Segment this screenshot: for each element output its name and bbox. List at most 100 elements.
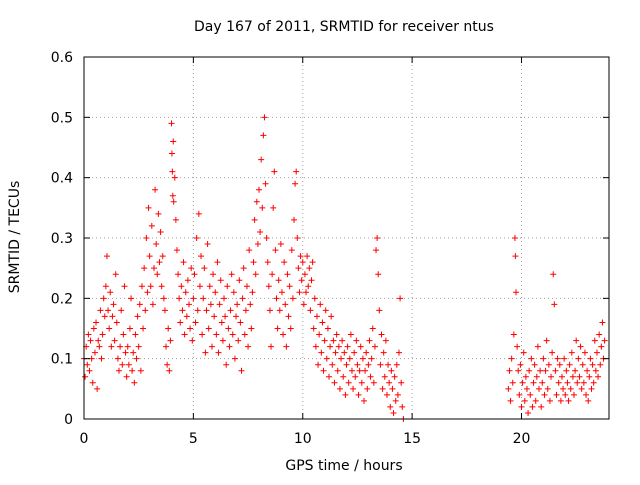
data-point	[359, 355, 366, 362]
data-point	[167, 337, 174, 344]
data-point	[317, 301, 324, 308]
data-point	[161, 307, 168, 314]
data-point	[95, 337, 102, 344]
data-point	[181, 331, 188, 338]
data-point	[227, 307, 234, 314]
data-point	[205, 325, 212, 332]
data-point	[169, 168, 176, 175]
data-point	[340, 373, 347, 380]
x-tick-label: 15	[403, 431, 421, 447]
data-point	[193, 235, 200, 241]
y-tick-label: 0.2	[51, 291, 73, 307]
data-point	[226, 343, 233, 350]
data-point	[347, 331, 354, 338]
data-point	[151, 265, 157, 272]
data-point	[140, 325, 147, 332]
data-point	[529, 403, 536, 410]
data-point	[323, 355, 330, 362]
data-point	[135, 343, 142, 350]
data-point	[259, 204, 266, 211]
data-point	[102, 283, 109, 290]
data-point	[173, 247, 180, 254]
data-point	[382, 337, 389, 344]
data-point	[183, 313, 190, 320]
data-point	[218, 319, 225, 326]
data-point	[97, 307, 104, 314]
data-point	[221, 295, 227, 302]
data-point	[154, 271, 161, 278]
data-point	[250, 259, 257, 266]
data-point	[157, 228, 164, 235]
data-point	[575, 355, 582, 362]
data-point	[554, 355, 561, 362]
data-point	[333, 331, 340, 338]
data-point	[224, 283, 231, 290]
data-point	[116, 367, 122, 374]
data-point	[280, 331, 287, 338]
data-point	[211, 313, 218, 320]
data-point	[597, 361, 604, 368]
data-point	[311, 295, 318, 302]
data-point	[362, 367, 369, 374]
data-point	[558, 373, 565, 380]
data-point	[200, 295, 207, 302]
data-point	[523, 385, 530, 392]
data-point	[355, 391, 362, 398]
data-point	[590, 379, 597, 386]
data-point	[145, 204, 152, 211]
data-point	[252, 271, 259, 278]
data-point	[125, 361, 132, 368]
data-point	[310, 325, 317, 332]
data-point	[191, 271, 198, 278]
data-point	[322, 307, 329, 314]
data-point	[354, 361, 361, 368]
data-point	[182, 289, 189, 296]
data-point	[89, 379, 96, 386]
data-point	[247, 301, 254, 308]
data-point	[294, 235, 301, 241]
data-point	[108, 343, 115, 350]
data-point	[270, 204, 277, 211]
data-point	[344, 343, 351, 350]
data-point	[215, 349, 222, 356]
data-point	[519, 379, 526, 386]
data-point	[357, 343, 364, 350]
data-point	[284, 271, 291, 278]
data-point	[583, 391, 590, 398]
data-point	[268, 343, 275, 350]
y-tick-label: 0.4	[51, 171, 73, 187]
data-point	[308, 277, 315, 284]
data-point	[593, 349, 600, 356]
data-point	[155, 210, 162, 217]
data-point	[245, 343, 252, 350]
data-point	[190, 295, 197, 302]
data-point	[213, 331, 220, 338]
data-point	[202, 349, 209, 356]
data-point	[216, 301, 223, 308]
data-point	[160, 295, 167, 302]
data-point	[121, 283, 128, 290]
data-point	[571, 391, 577, 398]
data-point	[152, 186, 159, 193]
data-point	[376, 307, 383, 314]
data-point	[363, 349, 370, 356]
data-point	[85, 331, 92, 338]
data-point	[117, 343, 124, 350]
data-point	[550, 271, 557, 278]
data-point	[106, 325, 113, 332]
data-point	[394, 391, 401, 398]
data-point	[332, 349, 339, 356]
data-point	[531, 361, 538, 368]
data-point	[295, 265, 302, 272]
data-point	[93, 319, 100, 326]
data-point	[286, 283, 293, 290]
data-point	[251, 216, 258, 223]
data-point	[201, 265, 208, 272]
data-point	[586, 373, 593, 380]
data-point	[513, 289, 520, 296]
data-point	[536, 385, 542, 392]
data-point	[399, 403, 406, 410]
data-point	[166, 367, 173, 374]
data-point	[324, 325, 331, 332]
